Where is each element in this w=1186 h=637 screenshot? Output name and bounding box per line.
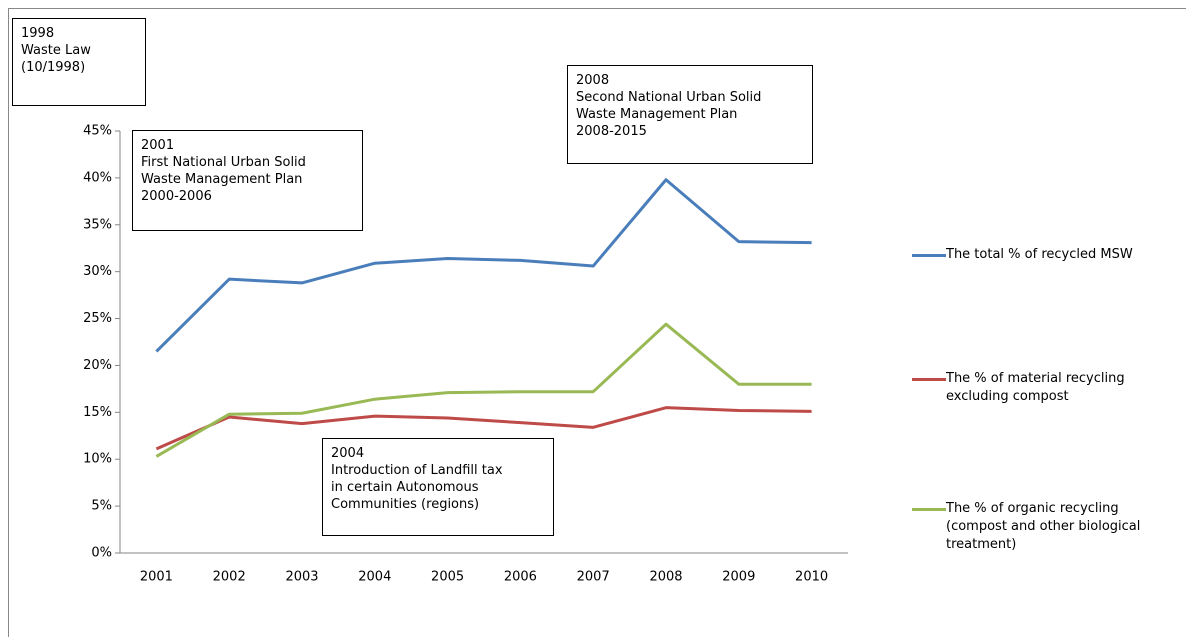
y-tick-label: 15% bbox=[83, 405, 112, 420]
series-line bbox=[155, 178, 812, 353]
annotation-box: 2004 Introduction of Landfill tax in certa… bbox=[322, 438, 554, 536]
annotation-line: Introduction of Landfill tax bbox=[331, 463, 503, 478]
series-line bbox=[155, 406, 812, 451]
annotation-line: Waste Management Plan bbox=[141, 172, 303, 187]
annotation-line: in certain Autonomous bbox=[331, 480, 479, 495]
y-tick-label: 40% bbox=[83, 170, 112, 185]
series-line bbox=[155, 322, 812, 458]
annotation-box: 2001 First National Urban Solid Waste Mana… bbox=[132, 130, 363, 231]
annotation-line: 1998 bbox=[21, 26, 55, 41]
annotation-line: Second National Urban Solid bbox=[576, 90, 762, 105]
x-tick-label: 2002 bbox=[213, 570, 246, 585]
x-tick-label: 2009 bbox=[722, 570, 755, 585]
annotation-line: Communities (regions) bbox=[331, 497, 480, 512]
legend-swatch bbox=[912, 254, 946, 257]
y-tick-label: 20% bbox=[83, 358, 112, 373]
annotation-line: 2008 bbox=[576, 73, 610, 88]
y-tick-label: 25% bbox=[83, 311, 112, 326]
legend-entry: The % of organic recycling (compost and … bbox=[912, 500, 1162, 554]
annotation-box: 2008 Second National Urban Solid Waste Man… bbox=[567, 65, 813, 164]
x-tick-label: 2005 bbox=[431, 570, 464, 585]
legend-swatch bbox=[912, 378, 946, 381]
x-tick-label: 2003 bbox=[285, 570, 318, 585]
annotation-line: 2004 bbox=[331, 446, 365, 461]
legend-swatch bbox=[912, 508, 946, 511]
x-tick-label: 2007 bbox=[577, 570, 610, 585]
annotation-line: First National Urban Solid bbox=[141, 155, 306, 170]
y-tick-label: 10% bbox=[83, 452, 112, 467]
x-tick-label: 2008 bbox=[649, 570, 682, 585]
x-tick-label: 2010 bbox=[795, 570, 828, 585]
y-tick-label: 5% bbox=[91, 499, 112, 514]
x-tick-label: 2004 bbox=[358, 570, 391, 585]
legend-label: The % of organic recycling (compost and … bbox=[946, 501, 1141, 552]
legend-entry: The % of material recycling excluding co… bbox=[912, 370, 1162, 406]
annotation-box: 1998 Waste Law (10/1998) bbox=[12, 18, 146, 106]
legend-label: The total % of recycled MSW bbox=[946, 247, 1133, 262]
y-tick-label: 35% bbox=[83, 217, 112, 232]
annotation-line: 2008-2015 bbox=[576, 124, 647, 139]
annotation-line: Waste Law bbox=[21, 43, 91, 58]
legend-label: The % of material recycling excluding co… bbox=[946, 371, 1125, 404]
x-tick-label: 2006 bbox=[504, 570, 537, 585]
annotation-line: Waste Management Plan bbox=[576, 107, 738, 122]
chart-frame bbox=[8, 8, 1186, 637]
y-tick-label: 30% bbox=[83, 264, 112, 279]
annotation-line: 2000-2006 bbox=[141, 189, 212, 204]
annotation-line: (10/1998) bbox=[21, 60, 86, 75]
x-tick-label: 2001 bbox=[140, 570, 173, 585]
legend-entry: The total % of recycled MSW bbox=[912, 246, 1162, 264]
annotation-line: 2001 bbox=[141, 138, 175, 153]
y-tick-label: 45% bbox=[83, 124, 112, 139]
y-tick-label: 0% bbox=[91, 546, 112, 561]
